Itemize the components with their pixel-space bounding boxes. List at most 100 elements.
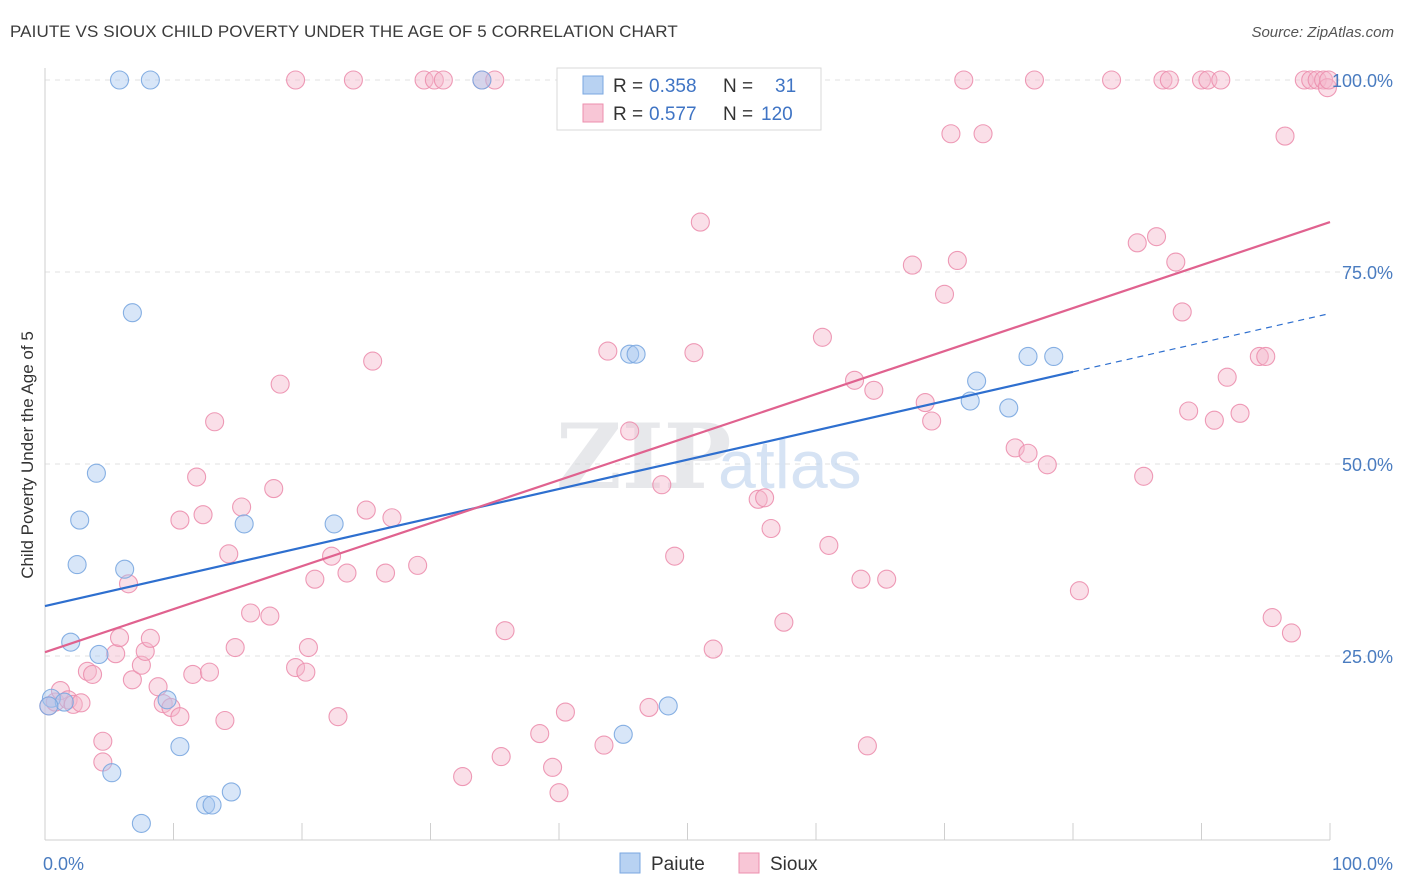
trendline-paiute [44, 370, 1074, 608]
point-sioux [1262, 608, 1282, 628]
point-paiute [999, 398, 1019, 418]
point-sioux [199, 662, 220, 682]
point-sioux [934, 284, 955, 304]
point-paiute [67, 555, 87, 575]
trendline-extension-paiute [1072, 312, 1331, 373]
point-paiute [157, 690, 177, 710]
point-sioux [665, 546, 685, 566]
point-sioux [1217, 367, 1237, 387]
chart-title: PAIUTE VS SIOUX CHILD POVERTY UNDER THE … [10, 22, 678, 41]
point-sioux [954, 70, 974, 90]
point-sioux [690, 212, 710, 232]
point-sioux [639, 697, 659, 718]
y-tick-labels: 25.0% 50.0% 75.0% 100.0% [1332, 71, 1393, 667]
point-paiute [115, 559, 135, 579]
point-sioux [1134, 466, 1154, 486]
point-sioux [819, 535, 839, 555]
point-sioux [122, 670, 142, 690]
point-paiute [626, 344, 646, 364]
point-sioux [857, 736, 877, 756]
point-sioux [1204, 410, 1224, 430]
legend-swatch-paiute [619, 852, 641, 874]
point-paiute [86, 463, 106, 483]
point-sioux [286, 70, 306, 90]
point-sioux [71, 693, 91, 713]
point-sioux [286, 657, 306, 678]
point-paiute [234, 514, 254, 534]
point-sioux [684, 343, 704, 363]
point-paiute [1044, 346, 1064, 367]
point-paiute [472, 70, 492, 90]
point-paiute [102, 763, 122, 783]
point-sioux [947, 250, 967, 271]
point-sioux [305, 569, 325, 589]
y-tick-label: 100.0% [1332, 71, 1393, 91]
point-sioux [1166, 252, 1186, 272]
stats-n-label-paiute: N = [723, 76, 753, 97]
point-paiute [122, 303, 142, 323]
point-sioux [232, 497, 252, 517]
point-sioux [77, 661, 97, 681]
point-sioux [260, 606, 280, 626]
trendlines [44, 221, 1331, 654]
point-sioux [812, 327, 832, 347]
point-sioux [555, 702, 575, 722]
y-axis-title: Child Poverty Under the Age of 5 [18, 331, 37, 579]
point-sioux [264, 479, 284, 499]
point-paiute [613, 724, 633, 744]
stats-n-value-sioux: 120 [761, 104, 793, 125]
stats-n-value-paiute: 31 [775, 76, 796, 97]
point-sioux [864, 380, 884, 400]
point-sioux [328, 707, 348, 727]
point-sioux [1146, 227, 1167, 247]
trendline-sioux [44, 221, 1331, 654]
x-tick-label-max: 100.0% [1332, 854, 1393, 874]
y-tick-label: 75.0% [1342, 263, 1393, 283]
point-paiute [967, 371, 987, 391]
point-sioux [774, 612, 794, 632]
watermark-zip: ZIP [556, 404, 731, 510]
point-sioux [1256, 346, 1276, 367]
point-paiute [109, 70, 130, 90]
point-sioux [270, 374, 290, 394]
legend-label-paiute: Paiute [651, 854, 705, 875]
point-sioux [703, 639, 723, 659]
point-paiute [170, 737, 190, 757]
point-paiute [1018, 346, 1038, 367]
point-sioux [106, 644, 126, 664]
point-sioux [170, 707, 190, 727]
point-sioux [219, 544, 239, 564]
point-sioux [183, 664, 203, 684]
point-sioux [187, 467, 207, 487]
source-credit: Source: ZipAtlas.com [1251, 24, 1394, 41]
point-sioux [296, 662, 316, 682]
point-sioux [877, 569, 897, 589]
point-sioux [1281, 623, 1301, 643]
point-sioux [1179, 401, 1199, 421]
point-sioux [408, 555, 428, 575]
point-sioux [1230, 403, 1250, 423]
point-sioux [1191, 70, 1212, 90]
stats-r-label-paiute: R = [613, 76, 643, 97]
point-sioux [1153, 70, 1173, 90]
point-sioux [1159, 70, 1179, 90]
point-paiute [41, 688, 61, 708]
point-sioux [543, 757, 563, 777]
point-sioux [922, 411, 942, 431]
point-sioux [453, 767, 473, 787]
x-tick-label-min: 0.0% [43, 854, 84, 874]
point-sioux [382, 508, 402, 528]
point-paiute [202, 795, 222, 815]
gridlines [45, 79, 1392, 657]
stats-legend: R = 0.358 N = 31 R = 0.577 N = 120 [556, 67, 822, 131]
point-sioux [1317, 78, 1337, 98]
point-sioux [620, 421, 640, 441]
point-sioux [170, 510, 190, 530]
point-sioux [594, 735, 614, 755]
x-tick-labels: 0.0% 100.0% [43, 854, 1393, 874]
watermark: ZIP atlas [556, 404, 862, 510]
point-paiute [196, 795, 216, 815]
point-sioux [902, 255, 922, 275]
